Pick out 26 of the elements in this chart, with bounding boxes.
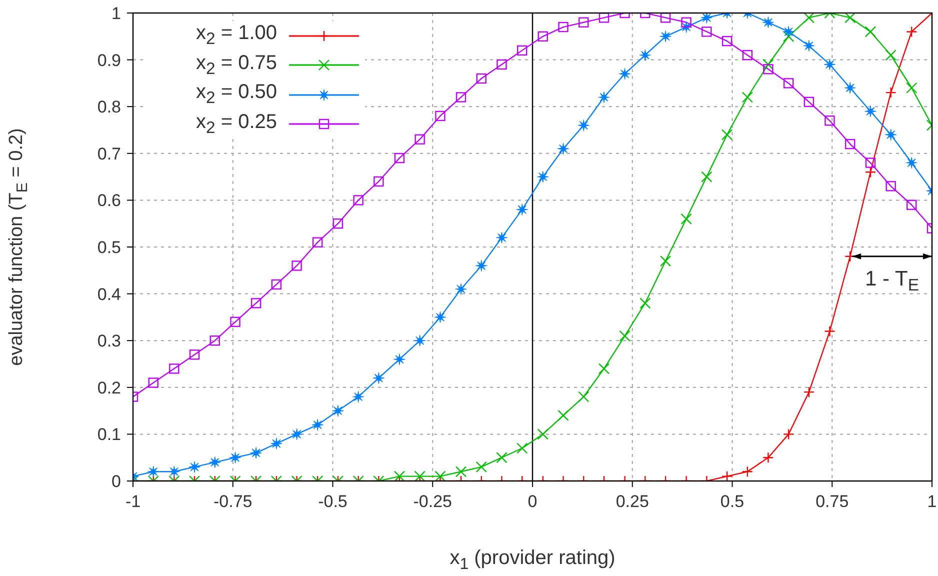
x-tick-label: 0.75: [816, 492, 849, 512]
y-tick-label: 0.8: [97, 98, 121, 117]
legend-label: x$_{2}$ = 0.75: [195, 52, 277, 79]
y-tick-label: 0.4: [97, 284, 121, 304]
x-tick-label: 0.5: [720, 492, 744, 512]
x-tick-label: -0.25: [413, 492, 452, 512]
y-tick-label: 0.1: [97, 425, 121, 444]
x-tick-label: -0.75: [214, 492, 252, 512]
legend-label: x$_{2}$ = 1.00: [195, 22, 277, 50]
x-tick-label: -1: [125, 492, 141, 512]
y-tick-label: 0.7: [97, 144, 121, 164]
x-tick-label: 0.25: [616, 492, 649, 512]
y-tick-label: 1: [112, 4, 121, 24]
y-tick-label: 0.6: [97, 191, 121, 210]
x-axis-title: x$_{1}$ (provider rating): [450, 547, 616, 573]
annotation: 1 - T$_{E}$: [865, 267, 920, 294]
y-tick-label: 0: [112, 472, 121, 492]
x-tick-label: 0: [528, 492, 538, 512]
y-tick-label: 0.5: [97, 238, 121, 258]
y-tick-label: 0.3: [97, 332, 121, 351]
legend-label: x$_{2}$ = 0.25: [195, 110, 277, 138]
x-tick-label: -0.5: [318, 492, 348, 512]
x-tick-label: 1: [927, 492, 937, 512]
y-tick-label: 0.2: [97, 378, 121, 398]
legend-label: x$_{2}$ = 0.50: [195, 81, 277, 108]
y-tick-label: 0.9: [97, 50, 121, 70]
